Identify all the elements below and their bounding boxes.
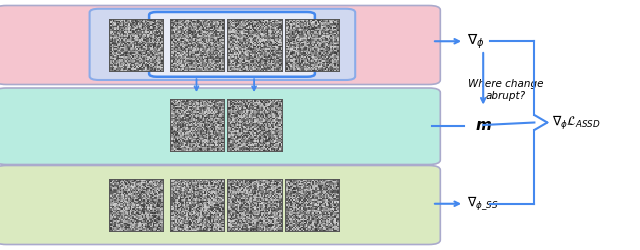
Text: ···: ··· (93, 197, 105, 210)
Text: ···: ··· (93, 120, 105, 133)
Text: $\boldsymbol{\epsilon}_{\boldsymbol{\theta}}$: $\boldsymbol{\epsilon}_{\boldsymbol{\the… (19, 196, 35, 211)
Text: ···: ··· (362, 197, 374, 210)
Text: ···: ··· (362, 120, 374, 133)
Text: ···: ··· (362, 35, 374, 48)
Text: $i-1$: $i-1$ (124, 234, 148, 246)
Text: $\boldsymbol{m}$: $\boldsymbol{m}$ (475, 118, 492, 132)
Text: $i$: $i$ (194, 234, 199, 246)
Text: $\hat{\boldsymbol{\epsilon}}_{\boldsymbol{\theta}}$: $\hat{\boldsymbol{\epsilon}}_{\boldsymbo… (19, 32, 35, 51)
Text: $SS(\hat{\boldsymbol{\epsilon}}_{\boldsymbol{\theta}})$: $SS(\hat{\boldsymbol{\epsilon}}_{\boldsy… (19, 117, 60, 135)
Text: $i+1$: $i+1$ (242, 234, 266, 246)
Text: $\nabla_{\phi}$: $\nabla_{\phi}$ (467, 32, 484, 51)
Text: ···: ··· (93, 35, 105, 48)
Text: $\nabla_{\phi}\mathcal{L}_{ASSD}$: $\nabla_{\phi}\mathcal{L}_{ASSD}$ (552, 114, 600, 132)
Text: $i+2$: $i+2$ (300, 234, 324, 246)
Text: Where change
abrupt?: Where change abrupt? (468, 79, 543, 101)
Text: $\nabla_{\phi\_SS}$: $\nabla_{\phi\_SS}$ (467, 195, 499, 213)
